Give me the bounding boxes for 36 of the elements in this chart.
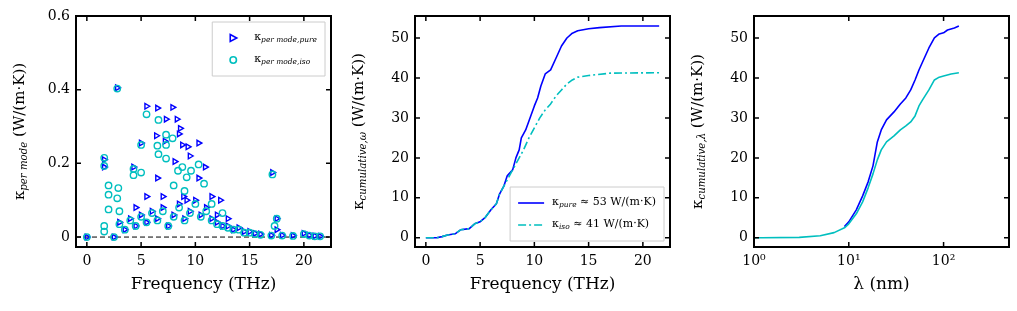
x-tick-label: 10⁰ bbox=[742, 252, 767, 269]
y-tick-label: 20 bbox=[391, 148, 409, 165]
y-tick-label: 0 bbox=[61, 227, 70, 244]
y-tick-label: 30 bbox=[391, 108, 409, 125]
x-tick-label: 5 bbox=[136, 252, 146, 269]
x-tick-label: 0 bbox=[82, 252, 92, 269]
y-tick-label: 0 bbox=[400, 228, 409, 245]
y-axis-title: κper mode (W/(m·K)) bbox=[9, 62, 30, 201]
line-series bbox=[425, 71, 660, 239]
x-tick-label: 10² bbox=[931, 252, 956, 269]
x-tick-label: 5 bbox=[475, 252, 485, 269]
x-tick-label: 10¹ bbox=[837, 252, 861, 269]
y-axis-title: κcumulative,ω (W/(m·K)) bbox=[348, 53, 369, 210]
y-tick-label: 40 bbox=[730, 68, 748, 85]
y-axis-title: κcumulative,λ (W/(m·K)) bbox=[687, 54, 708, 209]
y-tick-label: 0.2 bbox=[47, 154, 70, 171]
y-tick-label: 0.4 bbox=[47, 80, 71, 97]
x-tick-label: 20 bbox=[633, 252, 652, 269]
y-tick-label: 0 bbox=[739, 228, 748, 245]
y-tick-label: 10 bbox=[730, 188, 748, 205]
x-tick-label: 15 bbox=[579, 252, 598, 269]
x-tick-label: 15 bbox=[240, 252, 259, 269]
x-axis-title: λ (nm) bbox=[853, 273, 910, 294]
y-tick-label: 50 bbox=[730, 28, 748, 45]
y-tick-label: 20 bbox=[730, 148, 748, 165]
y-tick-label: 40 bbox=[391, 68, 409, 85]
x-tick-label: 20 bbox=[294, 252, 313, 269]
y-tick-label: 50 bbox=[391, 28, 409, 45]
y-tick-label: 0.6 bbox=[47, 6, 71, 23]
y-tick-label: 30 bbox=[730, 108, 748, 125]
x-tick-label: 10 bbox=[186, 252, 205, 269]
x-axis-title: Frequency (THz) bbox=[469, 273, 616, 294]
x-tick-label: 0 bbox=[421, 252, 431, 269]
x-tick-label: 10 bbox=[525, 252, 544, 269]
y-tick-label: 10 bbox=[391, 188, 409, 205]
x-axis-title: Frequency (THz) bbox=[130, 273, 277, 294]
